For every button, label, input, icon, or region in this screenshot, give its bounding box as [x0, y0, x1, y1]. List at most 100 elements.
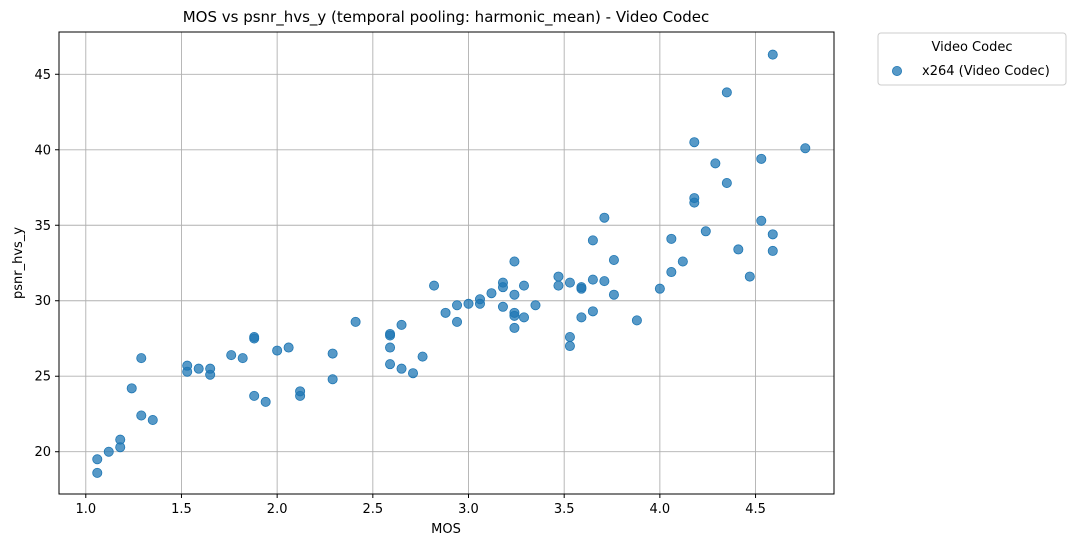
- data-point: [587, 235, 598, 246]
- data-point: [474, 298, 485, 309]
- data-point: [721, 177, 732, 188]
- data-point: [576, 312, 587, 323]
- legend-entry-label: x264 (Video Codec): [922, 64, 1050, 79]
- x-tick-label: 4.0: [650, 502, 671, 517]
- grid: [59, 32, 834, 494]
- y-axis-label: psnr_hvs_y: [11, 227, 26, 299]
- data-point: [205, 363, 216, 374]
- data-point: [700, 226, 711, 237]
- x-tick-label: 3.5: [554, 502, 575, 517]
- x-axis-label: MOS: [431, 522, 461, 537]
- data-point: [666, 233, 677, 244]
- data-point: [385, 328, 396, 339]
- data-point: [509, 322, 520, 333]
- y-tick-label: 25: [34, 370, 51, 385]
- data-point: [126, 383, 137, 394]
- data-point: [756, 153, 767, 164]
- axis-ticks: 1.0 1.5 2.0 2.5 3.0 3.5 4.0 4.5 20 25 30 35 40 45: [34, 68, 765, 517]
- data-point: [385, 342, 396, 353]
- data-point: [509, 256, 520, 267]
- y-tick-label: 40: [34, 143, 51, 158]
- data-point: [530, 300, 541, 311]
- legend: Video Codec x264 (Video Codec): [877, 32, 1067, 86]
- data-point: [564, 341, 575, 352]
- data-point: [283, 342, 294, 353]
- legend-frame: [877, 32, 1067, 86]
- data-point: [452, 316, 463, 327]
- data-point: [509, 289, 520, 300]
- data-point: [800, 143, 811, 154]
- data-point: [237, 353, 248, 364]
- data-point: [553, 271, 564, 282]
- data-point: [92, 454, 103, 465]
- y-tick-label: 30: [34, 294, 51, 309]
- legend-title: Video Codec: [932, 40, 1013, 55]
- chart-title: MOS vs psnr_hvs_y (temporal pooling: har…: [183, 8, 710, 27]
- data-point: [417, 351, 428, 362]
- data-point: [553, 280, 564, 291]
- data-point: [327, 348, 338, 359]
- data-point: [182, 360, 193, 371]
- data-point: [452, 300, 463, 311]
- data-point: [136, 410, 147, 421]
- x-tick-label: 2.0: [267, 502, 288, 517]
- data-point: [721, 87, 732, 98]
- data-point: [733, 244, 744, 255]
- data-point: [744, 271, 755, 282]
- data-point: [396, 363, 407, 374]
- data-point: [689, 137, 700, 148]
- data-point: [767, 229, 778, 240]
- data-point: [115, 434, 126, 445]
- data-point: [497, 282, 508, 293]
- data-point: [710, 158, 721, 169]
- x-tick-label: 4.5: [745, 502, 766, 517]
- data-points: [92, 49, 811, 478]
- data-point: [193, 363, 204, 374]
- legend-marker: [892, 66, 903, 77]
- data-point: [608, 289, 619, 300]
- data-point: [666, 267, 677, 278]
- data-point: [564, 277, 575, 288]
- data-point: [587, 306, 598, 317]
- x-tick-label: 3.0: [458, 502, 479, 517]
- data-point: [249, 390, 260, 401]
- data-point: [92, 467, 103, 478]
- data-point: [408, 368, 419, 379]
- data-point: [631, 315, 642, 326]
- data-point: [587, 274, 598, 285]
- data-point: [396, 319, 407, 330]
- x-tick-label: 1.5: [171, 502, 192, 517]
- data-point: [440, 307, 451, 318]
- data-point: [519, 312, 530, 323]
- data-point: [677, 256, 688, 267]
- data-point: [147, 415, 158, 426]
- data-point: [599, 212, 610, 223]
- y-tick-label: 20: [34, 445, 51, 460]
- data-point: [295, 386, 306, 397]
- data-point: [767, 49, 778, 60]
- x-tick-label: 1.0: [75, 502, 96, 517]
- data-point: [576, 283, 587, 294]
- data-point: [519, 280, 530, 291]
- data-point: [272, 345, 283, 356]
- data-point: [689, 197, 700, 208]
- data-point: [599, 276, 610, 287]
- data-point: [608, 254, 619, 265]
- data-point: [509, 310, 520, 321]
- data-point: [756, 215, 767, 226]
- data-point: [327, 374, 338, 385]
- data-point: [350, 316, 361, 327]
- data-point: [486, 288, 497, 299]
- data-point: [463, 298, 474, 309]
- data-point: [767, 245, 778, 256]
- data-point: [654, 283, 665, 294]
- plot-frame: [58, 31, 835, 495]
- data-point: [136, 353, 147, 364]
- data-point: [260, 396, 271, 407]
- data-point: [103, 446, 114, 457]
- y-tick-label: 35: [34, 219, 51, 234]
- data-point: [249, 331, 260, 342]
- data-point: [429, 280, 440, 291]
- x-tick-label: 2.5: [362, 502, 383, 517]
